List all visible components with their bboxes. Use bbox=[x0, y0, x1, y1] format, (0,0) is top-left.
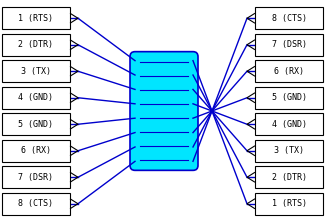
Text: 2 (DTR): 2 (DTR) bbox=[19, 40, 54, 49]
Bar bbox=[255, 113, 323, 135]
Bar bbox=[2, 87, 70, 109]
Bar bbox=[2, 166, 70, 188]
Text: 6 (RX): 6 (RX) bbox=[21, 146, 51, 155]
Text: 3 (TX): 3 (TX) bbox=[21, 67, 51, 76]
Bar bbox=[2, 34, 70, 56]
Bar bbox=[2, 140, 70, 162]
Bar bbox=[2, 193, 70, 215]
Text: 3 (TX): 3 (TX) bbox=[274, 146, 304, 155]
Text: 7 (DSR): 7 (DSR) bbox=[19, 173, 54, 182]
Text: 1 (RTS): 1 (RTS) bbox=[19, 14, 54, 23]
Bar bbox=[255, 87, 323, 109]
Text: 7 (DSR): 7 (DSR) bbox=[271, 40, 306, 49]
Text: 4 (GND): 4 (GND) bbox=[19, 93, 54, 102]
Bar bbox=[2, 113, 70, 135]
Bar bbox=[255, 140, 323, 162]
Bar bbox=[255, 166, 323, 188]
FancyBboxPatch shape bbox=[130, 52, 198, 170]
Text: 4 (GND): 4 (GND) bbox=[271, 120, 306, 129]
Bar bbox=[255, 34, 323, 56]
Text: 6 (RX): 6 (RX) bbox=[274, 67, 304, 76]
Bar bbox=[255, 60, 323, 82]
Bar bbox=[255, 7, 323, 29]
Text: 5 (GND): 5 (GND) bbox=[271, 93, 306, 102]
Text: 5 (GND): 5 (GND) bbox=[19, 120, 54, 129]
Text: 8 (CTS): 8 (CTS) bbox=[19, 199, 54, 208]
Bar bbox=[2, 7, 70, 29]
Bar bbox=[2, 60, 70, 82]
Text: 1 (RTS): 1 (RTS) bbox=[271, 199, 306, 208]
Bar bbox=[255, 193, 323, 215]
Text: 8 (CTS): 8 (CTS) bbox=[271, 14, 306, 23]
Text: 2 (DTR): 2 (DTR) bbox=[271, 173, 306, 182]
